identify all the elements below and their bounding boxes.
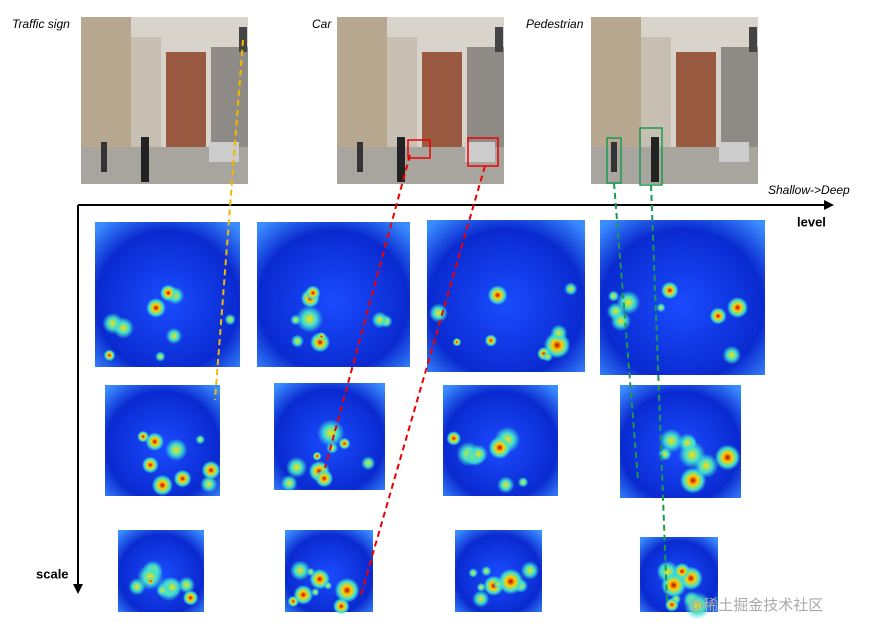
hotspot bbox=[481, 565, 492, 577]
hotspot bbox=[520, 561, 540, 580]
photo bbox=[591, 17, 758, 184]
hotspot bbox=[714, 444, 741, 471]
hotspot bbox=[468, 568, 479, 578]
hotspot bbox=[428, 303, 448, 323]
hotspot bbox=[146, 297, 166, 318]
hotspot bbox=[488, 436, 512, 460]
box bbox=[467, 137, 499, 167]
hotspot bbox=[151, 474, 174, 496]
arrowhead bbox=[824, 200, 834, 210]
hotspot bbox=[305, 285, 321, 301]
hotspot bbox=[224, 313, 236, 326]
hotspot bbox=[141, 456, 159, 474]
hotspot bbox=[661, 572, 687, 598]
photo-label: Car bbox=[312, 17, 332, 31]
hotspot bbox=[484, 334, 498, 347]
watermark: @稀土掘金技术社区 bbox=[688, 597, 823, 614]
photo-label: Traffic sign bbox=[12, 17, 70, 31]
box bbox=[407, 139, 431, 159]
hotspot bbox=[726, 296, 749, 319]
hotspot bbox=[159, 284, 177, 302]
hotspot bbox=[497, 476, 515, 494]
hotspot bbox=[361, 456, 376, 471]
photo-label: Pedestrian bbox=[526, 17, 584, 31]
hotspot bbox=[656, 302, 666, 313]
link bbox=[214, 39, 244, 401]
hotspot bbox=[677, 433, 698, 453]
hotspot bbox=[289, 560, 311, 581]
hotspot bbox=[312, 451, 322, 461]
hotspot bbox=[145, 432, 165, 451]
hotspot bbox=[317, 332, 326, 342]
hotspot bbox=[146, 576, 156, 586]
hotspot bbox=[293, 584, 314, 605]
hotspot bbox=[200, 475, 218, 493]
hotspot bbox=[103, 349, 116, 362]
hotspot bbox=[182, 590, 199, 606]
hotspot bbox=[469, 444, 488, 464]
hotspot bbox=[709, 307, 727, 325]
hotspot bbox=[446, 431, 462, 446]
photo bbox=[337, 17, 504, 184]
hotspot bbox=[317, 419, 345, 447]
hotspot bbox=[165, 438, 188, 461]
hotspot bbox=[338, 437, 351, 450]
hotspot bbox=[162, 577, 183, 597]
hotspot bbox=[564, 282, 578, 296]
arrowhead bbox=[73, 584, 83, 594]
hotspot bbox=[493, 579, 504, 590]
heatmap bbox=[257, 222, 410, 367]
hotspot bbox=[517, 476, 529, 488]
hotspot bbox=[112, 317, 135, 339]
axis-label: scale bbox=[36, 566, 69, 581]
link bbox=[359, 165, 486, 599]
hotspot bbox=[661, 281, 679, 300]
hotspot bbox=[334, 577, 360, 603]
hotspot bbox=[371, 311, 389, 329]
hotspot bbox=[195, 434, 205, 445]
axis-note: Shallow->Deep bbox=[768, 183, 850, 197]
hotspot bbox=[550, 324, 568, 342]
hotspot bbox=[452, 337, 462, 347]
link bbox=[324, 154, 411, 469]
hotspot bbox=[280, 474, 298, 492]
heatmaps bbox=[95, 220, 765, 620]
hotspot bbox=[128, 578, 146, 596]
hotspot bbox=[173, 469, 192, 488]
hotspot bbox=[155, 351, 166, 362]
hotspot bbox=[610, 310, 632, 332]
hotspot bbox=[286, 456, 308, 478]
hotspot bbox=[722, 345, 742, 365]
hotspot bbox=[309, 568, 330, 590]
hotspot bbox=[201, 460, 221, 480]
hotspot bbox=[295, 305, 324, 333]
hotspot bbox=[487, 285, 508, 306]
hotspot bbox=[659, 428, 684, 453]
photo bbox=[81, 17, 248, 184]
hotspot bbox=[542, 351, 553, 362]
hotspot bbox=[315, 469, 334, 488]
axis-label: level bbox=[797, 214, 826, 229]
hotspot bbox=[290, 334, 305, 348]
hotspot bbox=[607, 290, 620, 302]
hotspot bbox=[165, 327, 183, 345]
hotspot bbox=[306, 567, 315, 577]
hotspot bbox=[664, 597, 679, 612]
hotspot bbox=[693, 453, 719, 478]
hotspot bbox=[472, 590, 490, 608]
hotspot bbox=[683, 591, 712, 620]
hotspot bbox=[177, 576, 195, 594]
hotspot bbox=[497, 568, 524, 595]
